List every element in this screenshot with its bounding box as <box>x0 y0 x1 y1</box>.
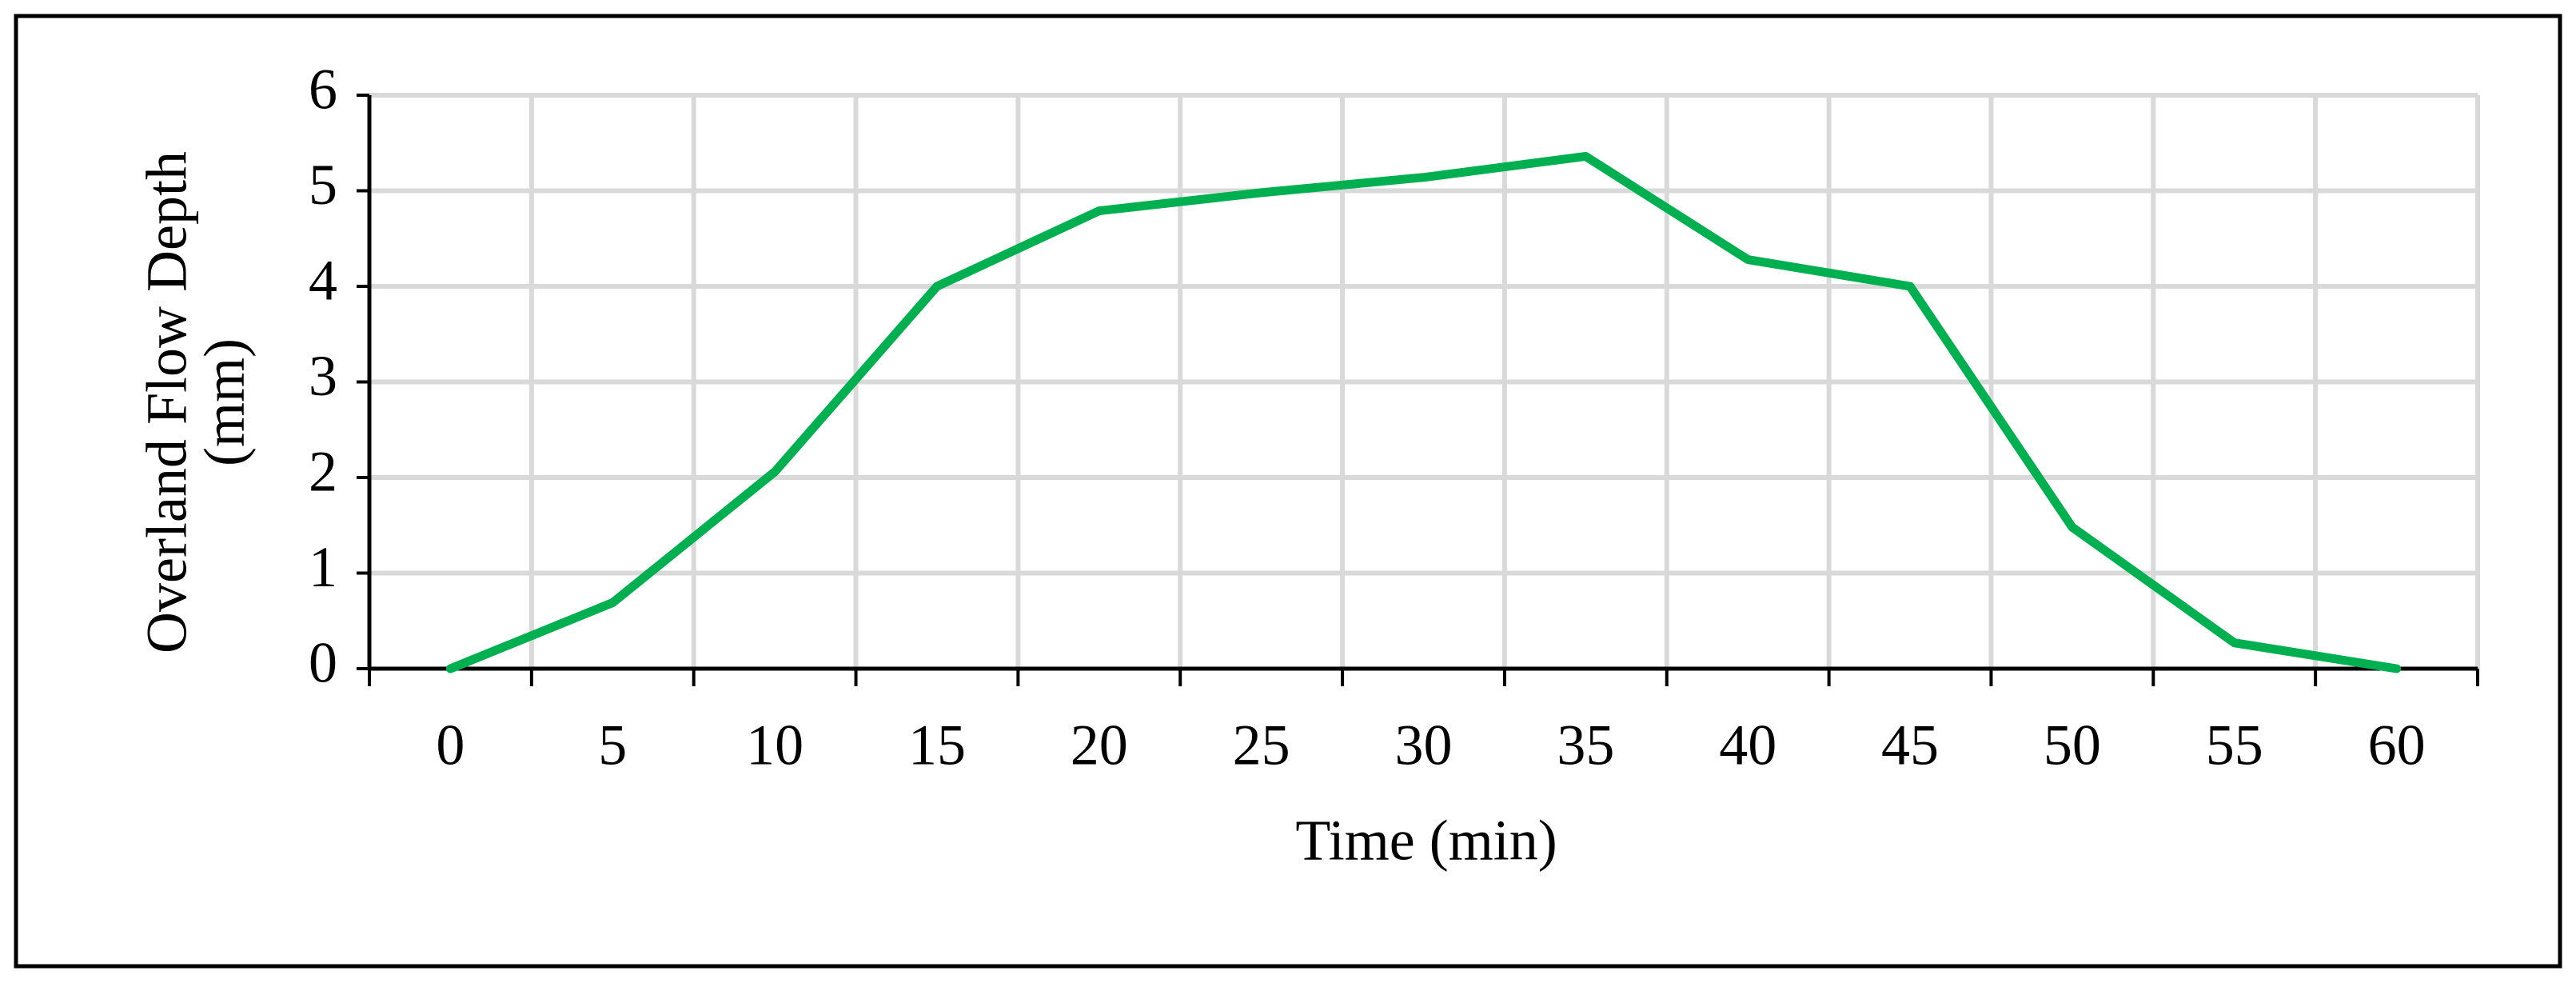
y-tick-label: 5 <box>309 153 337 217</box>
x-tick-label: 15 <box>908 713 966 777</box>
data-line <box>445 151 2402 673</box>
x-tick-label: 40 <box>1719 713 1776 777</box>
x-tick-label: 5 <box>598 713 627 777</box>
x-tick-label: 30 <box>1395 713 1453 777</box>
x-tick-label: 35 <box>1557 713 1614 777</box>
x-tick-label: 55 <box>2206 713 2263 777</box>
chart-border <box>14 14 2562 969</box>
y-tick-label: 1 <box>309 535 337 599</box>
y-tick-label: 0 <box>309 631 337 695</box>
x-axis-label: Time (min) <box>1295 809 1557 873</box>
y-axis-label: Overland Flow Depth <box>135 151 199 653</box>
y-tick-label: 2 <box>309 440 337 504</box>
y-tick-label: 6 <box>309 58 337 122</box>
x-tick-label: 25 <box>1233 713 1290 777</box>
y-axis-label: (mm) <box>193 338 257 466</box>
x-tick-label: 10 <box>746 713 804 777</box>
y-tick-label: 3 <box>309 344 337 408</box>
y-tick-label: 4 <box>309 249 337 313</box>
x-tick-label: 45 <box>1881 713 1939 777</box>
x-tick-label: 60 <box>2368 713 2426 777</box>
x-tick-label: 0 <box>436 713 465 777</box>
x-tick-label: 20 <box>1071 713 1128 777</box>
x-tick-label: 50 <box>2044 713 2101 777</box>
